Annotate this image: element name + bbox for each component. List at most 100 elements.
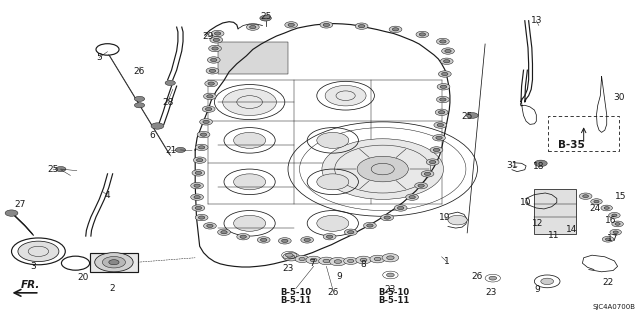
- Bar: [218, 42, 288, 74]
- Circle shape: [197, 131, 210, 138]
- Text: 22: 22: [602, 278, 614, 287]
- Text: 1: 1: [444, 257, 449, 266]
- Circle shape: [209, 45, 221, 52]
- Text: B-5-10: B-5-10: [378, 288, 409, 297]
- Circle shape: [56, 167, 66, 172]
- Circle shape: [191, 194, 204, 200]
- Text: B-5-11: B-5-11: [280, 296, 311, 305]
- Circle shape: [433, 135, 445, 141]
- Circle shape: [415, 182, 428, 189]
- Circle shape: [418, 184, 424, 187]
- Circle shape: [283, 253, 300, 261]
- Circle shape: [214, 32, 221, 35]
- Circle shape: [424, 172, 431, 175]
- Text: 12: 12: [532, 219, 543, 228]
- Text: 9: 9: [535, 285, 540, 294]
- Circle shape: [440, 58, 453, 64]
- Circle shape: [348, 231, 354, 234]
- Circle shape: [384, 216, 390, 219]
- Circle shape: [95, 253, 133, 272]
- Circle shape: [429, 160, 436, 164]
- Text: 16: 16: [605, 216, 617, 225]
- Text: FR.: FR.: [21, 280, 40, 290]
- Circle shape: [203, 120, 209, 123]
- Circle shape: [223, 89, 276, 115]
- Circle shape: [207, 224, 213, 227]
- Circle shape: [134, 96, 145, 101]
- Circle shape: [445, 49, 451, 53]
- Text: 27: 27: [15, 200, 26, 209]
- Circle shape: [437, 123, 444, 127]
- Circle shape: [541, 278, 554, 285]
- Circle shape: [326, 235, 333, 238]
- Circle shape: [5, 210, 18, 216]
- Text: 19: 19: [439, 213, 451, 222]
- Circle shape: [367, 224, 373, 227]
- Circle shape: [301, 237, 314, 243]
- Circle shape: [196, 159, 203, 162]
- Circle shape: [348, 259, 354, 263]
- Circle shape: [579, 193, 592, 199]
- Circle shape: [444, 60, 450, 63]
- Circle shape: [612, 221, 623, 227]
- Circle shape: [344, 229, 357, 235]
- Text: 13: 13: [531, 16, 542, 25]
- Circle shape: [317, 215, 349, 231]
- Text: 10: 10: [520, 198, 532, 207]
- Circle shape: [212, 47, 218, 50]
- Circle shape: [416, 31, 429, 38]
- Circle shape: [430, 147, 443, 153]
- Text: 23: 23: [282, 264, 294, 273]
- Circle shape: [285, 253, 293, 257]
- Circle shape: [240, 235, 246, 238]
- Text: 6: 6: [150, 131, 155, 140]
- Circle shape: [151, 123, 164, 129]
- Circle shape: [260, 238, 267, 241]
- Circle shape: [612, 214, 617, 217]
- Circle shape: [205, 80, 218, 87]
- Text: 30: 30: [614, 93, 625, 102]
- Circle shape: [355, 23, 368, 29]
- Circle shape: [246, 24, 259, 30]
- Circle shape: [389, 26, 402, 33]
- Circle shape: [192, 205, 205, 211]
- Circle shape: [234, 132, 266, 148]
- Circle shape: [609, 212, 620, 218]
- Circle shape: [604, 207, 609, 209]
- Circle shape: [437, 84, 450, 90]
- Circle shape: [218, 229, 230, 235]
- Circle shape: [211, 30, 224, 37]
- Text: 8: 8: [360, 260, 365, 269]
- Text: 26: 26: [327, 288, 339, 297]
- Text: 25: 25: [260, 12, 271, 21]
- Circle shape: [210, 37, 223, 43]
- Circle shape: [200, 133, 207, 136]
- Circle shape: [613, 231, 618, 234]
- Circle shape: [392, 28, 399, 31]
- Circle shape: [102, 256, 125, 268]
- Circle shape: [320, 22, 333, 28]
- Circle shape: [213, 38, 220, 41]
- Text: 15: 15: [615, 192, 627, 201]
- Text: SJC4A0700B: SJC4A0700B: [593, 304, 636, 310]
- Circle shape: [397, 206, 404, 210]
- Circle shape: [195, 144, 208, 151]
- Circle shape: [448, 215, 467, 225]
- Text: 7: 7: [310, 259, 315, 268]
- Circle shape: [591, 199, 602, 204]
- Circle shape: [194, 184, 200, 187]
- Circle shape: [204, 93, 216, 100]
- Text: 28: 28: [162, 98, 173, 107]
- Circle shape: [202, 106, 215, 112]
- Circle shape: [605, 238, 611, 241]
- Circle shape: [610, 229, 621, 235]
- Circle shape: [434, 122, 447, 128]
- Circle shape: [310, 258, 317, 262]
- Circle shape: [194, 196, 200, 199]
- Circle shape: [489, 276, 497, 280]
- Text: 26: 26: [134, 67, 145, 76]
- Circle shape: [440, 85, 447, 88]
- Circle shape: [442, 48, 454, 54]
- Circle shape: [601, 205, 612, 211]
- Circle shape: [438, 71, 451, 77]
